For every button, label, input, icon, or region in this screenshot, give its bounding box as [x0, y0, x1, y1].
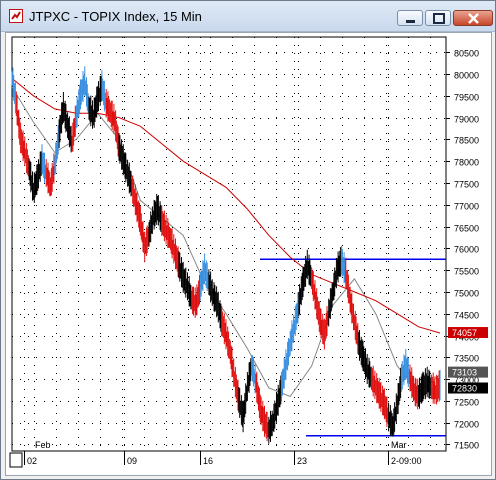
minimize-icon	[406, 20, 415, 23]
price-label: 72830	[452, 384, 477, 394]
moving-average-short-line	[11, 86, 441, 398]
title-bar[interactable]: JTPXC - TOPIX Index, 15 Min	[1, 1, 495, 32]
y-tick-label: 78000	[454, 158, 479, 168]
y-tick-label: 79000	[454, 115, 479, 125]
x-tick-label: 02	[27, 456, 37, 466]
y-tick-label: 79500	[454, 93, 479, 103]
chart-area[interactable]: 7150072000725007300073500740007450075000…	[5, 32, 492, 476]
price-label-box	[448, 327, 488, 339]
price-label-box	[448, 366, 488, 378]
scroll-box	[9, 452, 23, 468]
close-icon	[468, 13, 479, 24]
y-tick-label: 80000	[454, 71, 479, 81]
price-label-box	[448, 382, 488, 394]
y-tick-label: 74500	[454, 311, 479, 321]
x-tick-label: 09	[127, 456, 137, 466]
horizontal-lines	[260, 258, 446, 437]
maximize-button[interactable]	[425, 10, 451, 26]
x-tick-label: 23	[297, 456, 307, 466]
x-month-label: Mar	[391, 440, 407, 450]
y-tick-label: 73500	[454, 354, 479, 364]
y-tick-label: 76000	[454, 245, 479, 255]
y-tick-label: 75500	[454, 267, 479, 277]
window-title: JTPXC - TOPIX Index, 15 Min	[29, 9, 202, 24]
minimize-button[interactable]	[397, 10, 423, 26]
moving-average-long-line	[11, 78, 441, 334]
y-tick-label: 75000	[454, 289, 479, 299]
maximize-icon	[433, 13, 445, 24]
y-tick-label: 76500	[454, 224, 479, 234]
chart-app-icon	[9, 9, 23, 23]
y-tick-label: 77500	[454, 180, 479, 190]
x-tick-label: 16	[203, 456, 213, 466]
y-tick-label: 71500	[454, 441, 479, 451]
chart-series	[11, 66, 441, 444]
y-tick-label: 72500	[454, 398, 479, 408]
y-tick-label: 78500	[454, 136, 479, 146]
y-tick-label: 72000	[454, 420, 479, 430]
y-tick-label: 77000	[454, 202, 479, 212]
x-axis: 02 09 16 23 2-09:00 Feb Mar	[9, 440, 446, 468]
x-tick-label: 2-09:00	[391, 456, 422, 466]
price-chart[interactable]: 7150072000725007300073500740007450075000…	[6, 33, 491, 475]
y-axis: 7150072000725007300073500740007450075000…	[446, 49, 488, 451]
price-label: 74057	[452, 328, 477, 338]
y-tick-label: 80500	[454, 49, 479, 59]
x-month-label: Feb	[35, 440, 51, 450]
close-button[interactable]	[453, 10, 493, 26]
price-label: 73103	[452, 368, 477, 378]
y-tick-label: 73000	[454, 376, 479, 386]
